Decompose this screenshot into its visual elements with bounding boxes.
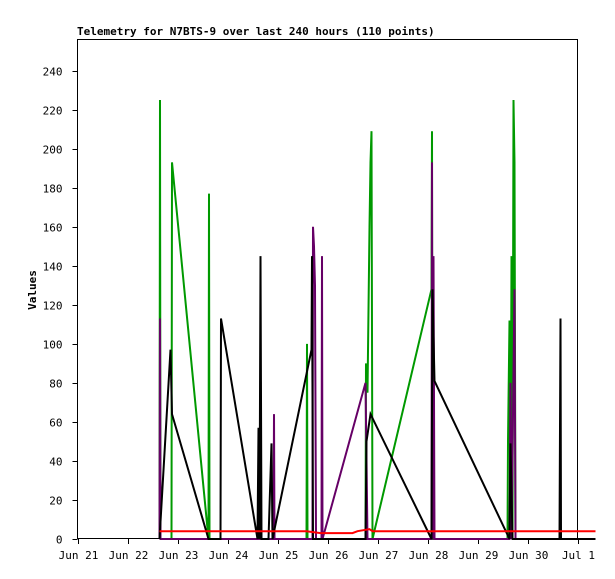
x-axis: Jun 21 Jun 22 Jun 23 Jun 24 Jun 25 Jun 26 Jun … [59,539,595,562]
y-tick-label: 240 [43,66,63,79]
y-axis: 0 20 40 60 80 100 120 140 160 180 200 220 240 [43,66,78,547]
x-tick-label: Jun 30 [509,549,549,562]
x-tick-label: Jun 24 [209,549,249,562]
y-tick-label: 140 [43,261,63,274]
y-tick-label: 60 [49,417,62,430]
y-tick-label: 160 [43,222,63,235]
y-tick-label: 40 [49,456,62,469]
x-tick-label: Jun 21 [59,549,99,562]
y-tick-label: 0 [56,534,63,547]
series-layer [158,99,596,540]
x-tick-label: Jun 25 [259,549,299,562]
y-tick-label: 100 [43,339,63,352]
y-tick-label: 180 [43,183,63,196]
x-tick-label: Jun 29 [459,549,499,562]
series-line-4 [159,528,596,535]
x-tick-label: Jun 28 [409,549,449,562]
chart-title: Telemetry for N7BTS-9 over last 240 hour… [77,25,435,38]
x-tick-label: Jun 22 [109,549,149,562]
x-tick-label: Jun 23 [159,549,199,562]
y-tick-label: 120 [43,300,63,313]
x-tick-label: Jul 1 [562,549,595,562]
y-tick-label: 20 [49,495,62,508]
plot-area [77,39,578,539]
y-tick-label: 80 [49,378,62,391]
series-line-3 [158,256,596,540]
y-tick-label: 200 [43,144,63,157]
y-axis-label: Values [26,270,39,310]
x-tick-label: Jun 26 [309,549,349,562]
x-tick-label: Jun 27 [359,549,399,562]
y-tick-label: 220 [43,105,63,118]
